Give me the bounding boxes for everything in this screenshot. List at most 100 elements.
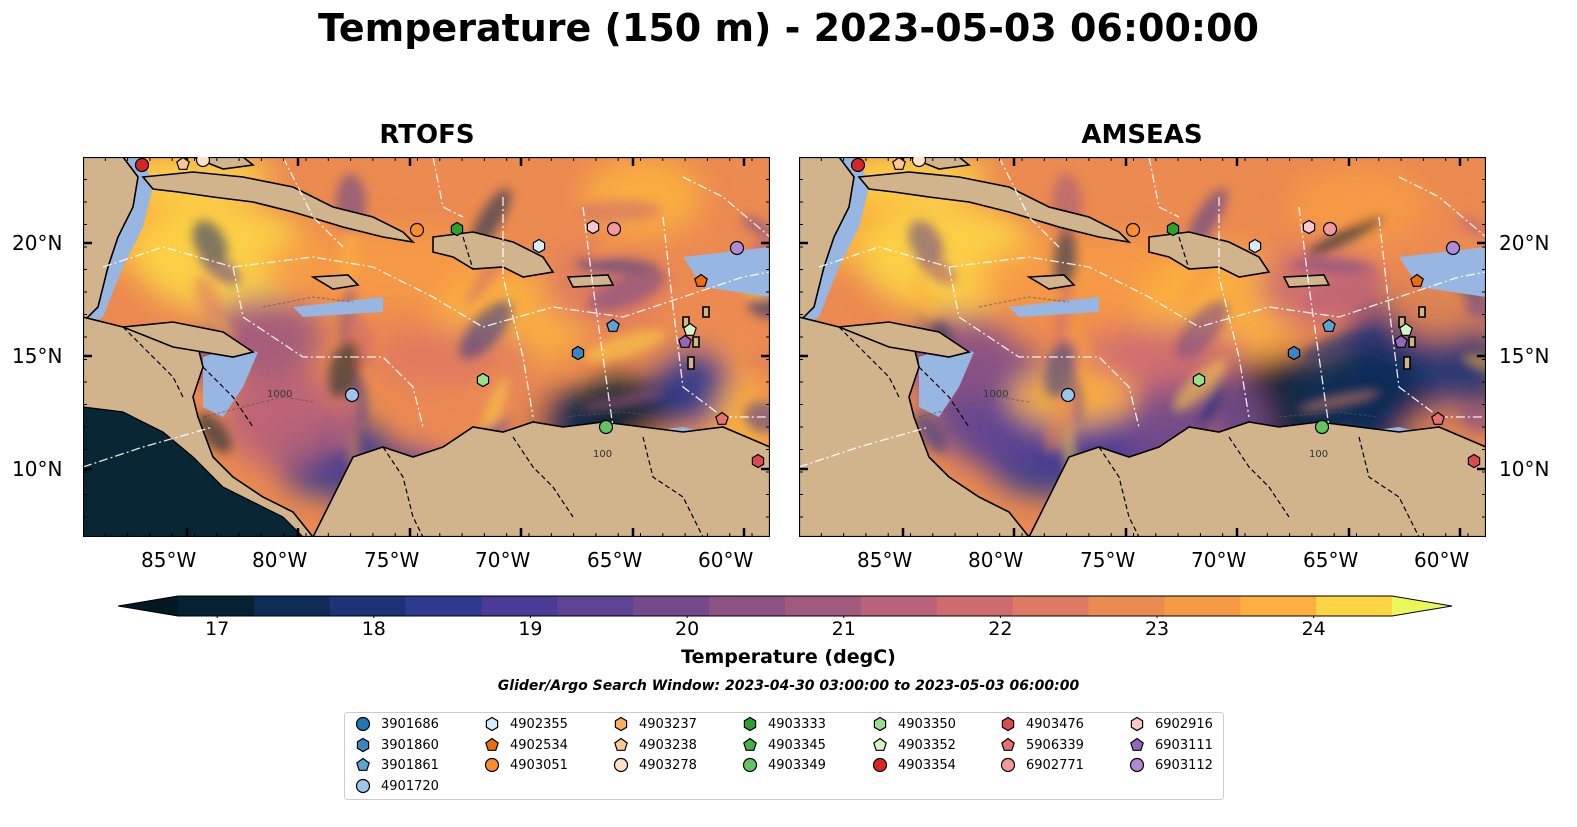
- pentagon-marker-icon: [873, 737, 887, 751]
- legend-item-6903112: 6903112: [1129, 757, 1213, 773]
- legend-item-4903278: 4903278: [613, 757, 697, 773]
- colorbar-segment: [709, 596, 786, 616]
- pacific-region: [83, 406, 304, 537]
- legend-item-6903111: 6903111: [1129, 737, 1213, 753]
- legend-label: 4903278: [639, 757, 697, 773]
- colorbar-extend-low: [118, 596, 178, 616]
- legend-marker: [743, 716, 757, 732]
- hexagon-marker-icon: [1130, 716, 1144, 732]
- legend-item-4903354: 4903354: [872, 757, 956, 773]
- colorbar-segment: [1316, 596, 1393, 616]
- legend-item-3901861: 3901861: [355, 757, 439, 773]
- land-masses: [799, 157, 1486, 537]
- float-marker-4902534: [1410, 273, 1424, 287]
- hexagon-marker-icon: [873, 716, 887, 732]
- colorbar-segment: [785, 596, 862, 616]
- float-marker-3901860: [571, 345, 585, 361]
- lat-tick-10n-left: 10°N: [12, 457, 63, 481]
- legend-label: 6903111: [1155, 737, 1213, 753]
- search-window-text: Glider/Argo Search Window: 2023-04-30 03…: [497, 678, 1080, 694]
- float-marker-4903238: [892, 157, 906, 170]
- legend-marker: [872, 757, 888, 773]
- legend-item-3901686: 3901686: [355, 716, 439, 732]
- colorbar-tick-label: 20: [675, 618, 700, 640]
- legend-item-6902771: 6902771: [1000, 757, 1084, 773]
- legend-item-4903237: 4903237: [613, 716, 697, 732]
- colorbar-segment: [329, 596, 407, 616]
- legend-marker: [1129, 757, 1145, 773]
- eez-boundaries: [83, 157, 770, 468]
- circle-marker-icon: [742, 757, 758, 773]
- circle-marker-icon: [484, 757, 500, 773]
- float-marker-4903352: [1399, 322, 1413, 336]
- float-marker-4903333: [1166, 221, 1180, 237]
- legend-marker: [484, 757, 500, 773]
- legend-marker: [1130, 716, 1144, 732]
- colorbar: [118, 595, 1452, 618]
- legend-item-5906339: 5906339: [1000, 737, 1084, 753]
- circle-marker-icon: [355, 778, 371, 794]
- circle-marker-icon: [613, 757, 629, 773]
- legend-item-4903238: 4903238: [613, 737, 697, 753]
- colorbar-tick-label: 19: [518, 618, 543, 640]
- legend-item-4903350: 4903350: [872, 716, 956, 732]
- float-marker-4903476: [1467, 453, 1481, 469]
- float-marker-4903238: [176, 157, 190, 170]
- hexagon-marker-icon: [356, 737, 370, 753]
- legend-marker: [356, 757, 370, 771]
- legend-label: 4903333: [768, 716, 826, 732]
- float-marker-4903051: [1125, 222, 1141, 238]
- legend-item-4903352: 4903352: [872, 737, 956, 753]
- legend: 3901686 3901860 3901861 4901720 4902355 49025…: [344, 712, 1224, 800]
- legend-label: 4903354: [898, 757, 956, 773]
- colorbar-tick-label: 18: [361, 618, 386, 640]
- colorbar-tick-label: 17: [205, 618, 230, 640]
- legend-marker: [614, 716, 628, 732]
- colorbar-tick-label: 24: [1301, 618, 1326, 640]
- float-marker-6902916: [586, 219, 600, 235]
- float-markers: [850, 157, 1481, 469]
- float-marker-4903354: [850, 157, 866, 173]
- float-marker-3901860: [1287, 345, 1301, 361]
- float-marker-6903112: [729, 240, 745, 256]
- lon-tick-80w-left: 80°W: [252, 548, 308, 572]
- legend-marker: [614, 737, 628, 751]
- colorbar-segment: [557, 596, 634, 616]
- float-marker-3901861: [606, 318, 620, 332]
- lat-tick-15n-right: 15°N: [1499, 344, 1550, 368]
- colorbar-tick-label: 21: [831, 618, 856, 640]
- pentagon-marker-icon: [614, 737, 628, 751]
- lat-tick-15n-left: 15°N: [12, 344, 63, 368]
- colorbar-segment: [481, 596, 558, 616]
- float-marker-5906339: [1431, 411, 1445, 425]
- colorbar-segment: [1088, 596, 1165, 616]
- legend-label: 4902355: [510, 716, 568, 732]
- legend-label: 6902771: [1026, 757, 1084, 773]
- lon-tick-75w-right: 75°W: [1080, 548, 1136, 572]
- legend-marker: [485, 737, 499, 751]
- float-marker-6902771: [1322, 221, 1338, 237]
- panel-title-amseas: AMSEAS: [1081, 120, 1203, 150]
- colorbar-segment: [633, 596, 710, 616]
- float-marker-4903349: [1314, 419, 1330, 435]
- float-marker-4903350: [1192, 372, 1206, 388]
- colorbar-segment: [1164, 596, 1241, 616]
- legend-label: 4903349: [768, 757, 826, 773]
- map-frame: [83, 157, 770, 537]
- legend-item-4903345: 4903345: [742, 737, 826, 753]
- bathymetry-contours: 1000 100: [918, 296, 1380, 460]
- legend-label: 3901686: [381, 716, 439, 732]
- legend-marker: [355, 778, 371, 794]
- circle-marker-icon: [1000, 757, 1016, 773]
- legend-marker: [873, 737, 887, 751]
- legend-marker: [743, 737, 757, 751]
- lon-tick-85w-right: 85°W: [857, 548, 913, 572]
- float-marker-4903051: [409, 222, 425, 238]
- float-marker-6903111: [678, 334, 692, 348]
- legend-label: 4903350: [898, 716, 956, 732]
- legend-marker: [1130, 737, 1144, 751]
- float-marker-4903333: [450, 221, 464, 237]
- country-borders: [838, 236, 1420, 537]
- lon-tick-70w-right: 70°W: [1191, 548, 1247, 572]
- legend-label: 4903476: [1026, 716, 1084, 732]
